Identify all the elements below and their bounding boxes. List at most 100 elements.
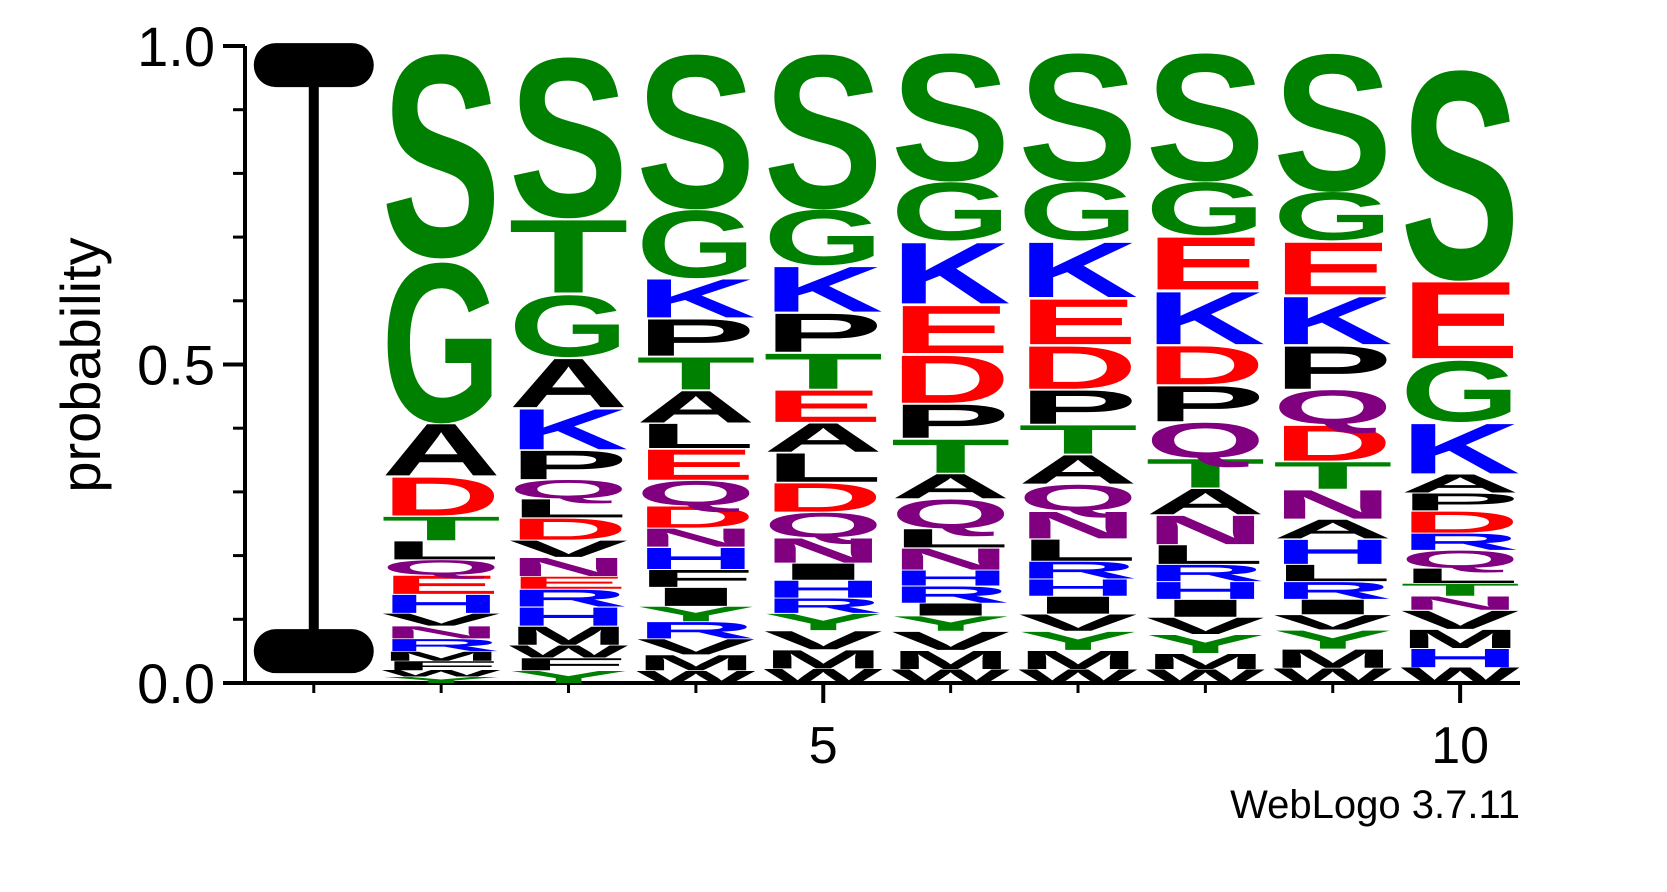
logo-letter: E — [1146, 222, 1266, 306]
logo-letter: F — [509, 655, 629, 674]
logo-letter: A — [509, 344, 629, 422]
logo-letter: E — [763, 381, 883, 432]
logo-letter: D — [1400, 505, 1520, 539]
logo-letter: S — [763, 10, 883, 254]
logo-letter: N — [891, 542, 1011, 576]
logo-letter: Q — [891, 491, 1011, 537]
logo-letter: K — [1273, 282, 1393, 358]
logo-letter: W — [509, 642, 628, 661]
logo-letter: L — [381, 536, 501, 565]
logo-letter: D — [891, 341, 1011, 417]
logo-letter: D — [763, 475, 883, 521]
x-tick-label: 5 — [809, 717, 838, 775]
logo-letter: I — [1273, 595, 1393, 618]
logo-letter: I — [1146, 595, 1266, 622]
logo-letter: D — [509, 512, 629, 546]
logo-letter: S — [1018, 17, 1138, 219]
y-tick-label: 0.0 — [137, 652, 215, 715]
logo-letter: E — [381, 570, 501, 599]
logo-letter: W — [1273, 664, 1393, 687]
logo-letter: H — [509, 602, 629, 631]
logo-letter: H — [1018, 575, 1138, 601]
logo-letter: N — [1400, 592, 1520, 614]
logo-letter: K — [1018, 227, 1138, 314]
logo-letter: I — [1018, 591, 1138, 618]
logo-letter: R — [1018, 557, 1138, 584]
plot-area: 0.00.51.05 10YWFMRNVHEQLTDAGSYFWMHRENVDLQ… — [137, 0, 1520, 775]
logo-letter: W — [1019, 666, 1138, 688]
logo-letter: P — [509, 442, 629, 488]
logo-letter: T — [1273, 454, 1393, 497]
error-bar-cap — [253, 43, 374, 88]
logo-letter: T — [509, 198, 629, 315]
logo-letter: M — [891, 645, 1011, 674]
logo-letter: L — [1273, 560, 1393, 586]
logo-letter: F — [381, 658, 501, 673]
logo-letter: M — [1146, 649, 1266, 673]
y-tick-label: 0.5 — [137, 334, 215, 397]
logo-letter: R — [1146, 560, 1266, 586]
logo-letter: M — [1018, 645, 1138, 674]
logo-letter: N — [1018, 504, 1138, 547]
logo-letter: Q — [381, 556, 501, 579]
logo-letter: P — [1273, 334, 1393, 402]
logo-letter: Y — [891, 612, 1011, 635]
logo-letter: K — [891, 225, 1011, 323]
logo-letter: Q — [1273, 381, 1393, 435]
logo-letter: A — [891, 467, 1011, 506]
logo-letter: T — [763, 343, 883, 400]
logo-letter: W — [891, 666, 1010, 688]
logo-letter: S — [1273, 13, 1393, 231]
logo-letter: A — [1273, 514, 1393, 544]
logo-letter: E — [509, 573, 629, 592]
logo-letter: F — [636, 565, 756, 592]
logo-letter: V — [1146, 613, 1265, 639]
logo-letter: Q — [636, 474, 756, 513]
x-tick-label: 10 — [1431, 717, 1489, 775]
logo-letter: M — [1400, 624, 1520, 653]
logo-letter: V — [1273, 611, 1392, 634]
logo-letter: M — [509, 621, 629, 650]
logo-letter: V — [382, 610, 501, 630]
logo-letter: G — [1273, 178, 1393, 254]
logo-letter: R — [509, 585, 629, 612]
logo-letter: M — [763, 644, 883, 673]
logo-letter: H — [763, 576, 883, 603]
logo-letter: T — [381, 510, 501, 548]
logo-letter: H — [636, 542, 756, 576]
logo-letter: A — [1146, 481, 1266, 522]
logo-letter: T — [1400, 580, 1520, 599]
logo-letter: R — [891, 582, 1011, 608]
logo-letter: W — [1146, 666, 1265, 688]
logo-letter: L — [1018, 533, 1138, 567]
logo-letter: R — [381, 635, 501, 655]
logo-letter: I — [763, 558, 883, 584]
logo-letter: D — [1018, 334, 1138, 402]
logo-letter: A — [1018, 447, 1138, 493]
logo-letter: Q — [1018, 477, 1138, 518]
logo-letter: D — [1273, 415, 1393, 472]
logo-letter: M — [1273, 644, 1393, 673]
logo-letter: T — [891, 430, 1011, 484]
y-axis-label: probability — [49, 237, 112, 492]
logo-letter: N — [1146, 507, 1266, 553]
logo-letter: P — [1400, 488, 1520, 515]
logo-letter: N — [509, 553, 629, 582]
logo-letter: Y — [1146, 630, 1266, 659]
logo-letter: V — [1018, 610, 1137, 636]
logo-letter: L — [763, 445, 883, 491]
logo-letter: K — [1146, 276, 1266, 360]
logo-letter: I — [891, 600, 1011, 620]
logo-letter: Y — [1018, 626, 1138, 655]
logo-letter: L — [891, 524, 1011, 553]
logo-letter: L — [1400, 564, 1520, 587]
logo-letter: G — [763, 193, 883, 281]
logo-letter: G — [381, 216, 501, 470]
logo-letter: Y — [1273, 625, 1393, 654]
logo-letter: G — [1146, 166, 1266, 250]
logo-letter: G — [891, 166, 1011, 258]
error-bar-cap — [253, 629, 374, 674]
logo-letter: G — [509, 277, 629, 375]
logo-letter: T — [1146, 451, 1266, 497]
